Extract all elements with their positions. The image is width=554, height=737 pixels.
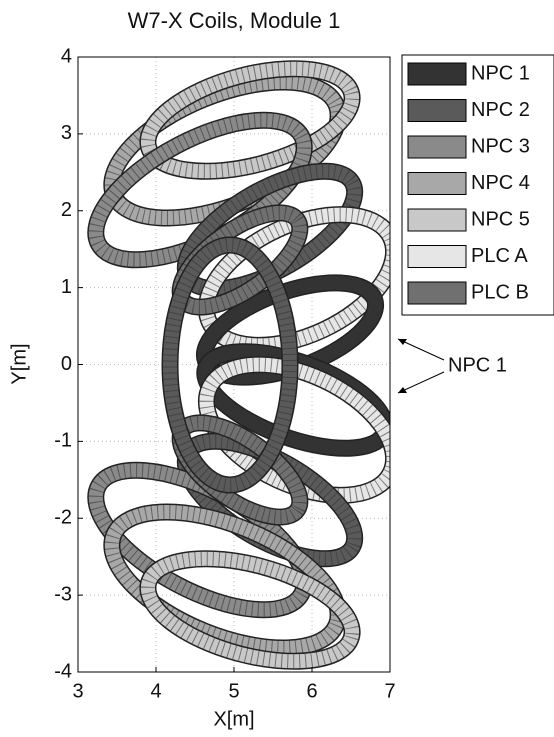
coil-segments: [178, 164, 362, 296]
coil-segments: [199, 357, 390, 503]
legend-swatch: [407, 135, 467, 159]
x-axis-label: X[m]: [213, 708, 254, 730]
legend-label: NPC 2: [471, 99, 530, 121]
x-tick-label: 6: [306, 680, 317, 702]
legend-label: NPC 1: [471, 62, 530, 84]
legend-label: NPC 3: [471, 135, 530, 157]
legend-label: PLC B: [471, 281, 529, 303]
coil-segments: [88, 113, 312, 267]
arrow-head: [398, 339, 407, 345]
legend-swatch: [407, 62, 467, 86]
y-tick-label: 2: [61, 199, 72, 221]
legend-label: PLC A: [471, 245, 528, 267]
y-tick-label: 1: [61, 276, 72, 298]
legend-swatch: [407, 172, 467, 195]
x-tick-label: 3: [72, 680, 83, 702]
y-tick-label: 3: [61, 122, 72, 144]
legend-swatch: [407, 99, 467, 122]
y-tick-label: 4: [61, 45, 72, 67]
legend-swatch: [407, 281, 467, 305]
chart-title: W7-X Coils, Module 1: [128, 8, 341, 33]
coil-segments: [197, 275, 383, 385]
coil-segments: [88, 463, 312, 617]
legend-swatch: [407, 245, 467, 268]
coil-segments: [163, 238, 297, 492]
coil-segments: [104, 505, 346, 655]
arrow-head: [398, 387, 407, 393]
coil-segments: [173, 415, 307, 525]
legend: NPC 1 NPC 2 NPC 3 NPC 4 NPC 5 PLC A PLC B: [407, 62, 530, 305]
y-tick-label: -2: [54, 507, 72, 529]
annotation-arrow: [397, 371, 445, 394]
y-tick-label: -4: [54, 660, 72, 682]
coil-segments: [199, 207, 390, 353]
x-tick-label: 7: [384, 680, 395, 702]
y-tick-label: -1: [54, 430, 72, 452]
legend-label: NPC 4: [471, 172, 530, 194]
annotation: NPC 1: [448, 354, 507, 376]
legend-label: NPC 5: [471, 208, 530, 230]
x-tick-label: 4: [150, 680, 161, 702]
annotation-arrow: [397, 338, 445, 361]
coil-segments: [104, 75, 346, 225]
coil-segments: [140, 551, 360, 669]
y-axis-label: Y[m]: [8, 343, 30, 384]
coils: [87, 60, 390, 670]
x-tick-label: 5: [228, 680, 239, 702]
coil-segments: [173, 205, 307, 315]
coil-segments: [140, 61, 360, 179]
legend-swatch: [407, 208, 467, 232]
y-tick-label: 0: [61, 353, 72, 375]
y-tick-label: -3: [54, 583, 72, 605]
